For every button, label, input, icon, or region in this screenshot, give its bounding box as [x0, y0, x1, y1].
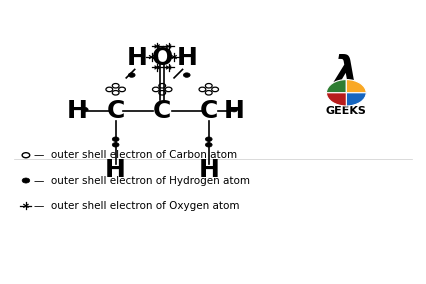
- Text: O: O: [152, 46, 173, 70]
- Text: C: C: [106, 99, 125, 123]
- Text: —  outer shell electron of Oxygen atom: — outer shell electron of Oxygen atom: [34, 201, 239, 211]
- Circle shape: [183, 73, 190, 77]
- Circle shape: [128, 73, 135, 77]
- Text: H: H: [127, 46, 147, 70]
- Text: —  outer shell electron of Carbon atom: — outer shell electron of Carbon atom: [34, 150, 237, 160]
- Text: —  outer shell electron of Hydrogen atom: — outer shell electron of Hydrogen atom: [34, 176, 250, 185]
- Circle shape: [81, 107, 88, 112]
- Circle shape: [205, 137, 212, 141]
- Wedge shape: [346, 80, 366, 93]
- Wedge shape: [326, 80, 346, 93]
- Circle shape: [22, 178, 30, 183]
- Text: H: H: [67, 99, 88, 123]
- Wedge shape: [326, 93, 346, 106]
- Circle shape: [112, 137, 119, 141]
- Text: H: H: [105, 158, 126, 182]
- Wedge shape: [346, 93, 366, 106]
- Text: C: C: [153, 99, 171, 123]
- Text: H: H: [224, 99, 245, 123]
- Text: C: C: [199, 99, 218, 123]
- Text: GEEKS: GEEKS: [326, 106, 367, 116]
- Text: λ: λ: [334, 54, 359, 92]
- Circle shape: [112, 143, 119, 147]
- Text: H: H: [177, 46, 198, 70]
- Text: H: H: [199, 158, 219, 182]
- Circle shape: [231, 107, 238, 112]
- Circle shape: [205, 143, 212, 147]
